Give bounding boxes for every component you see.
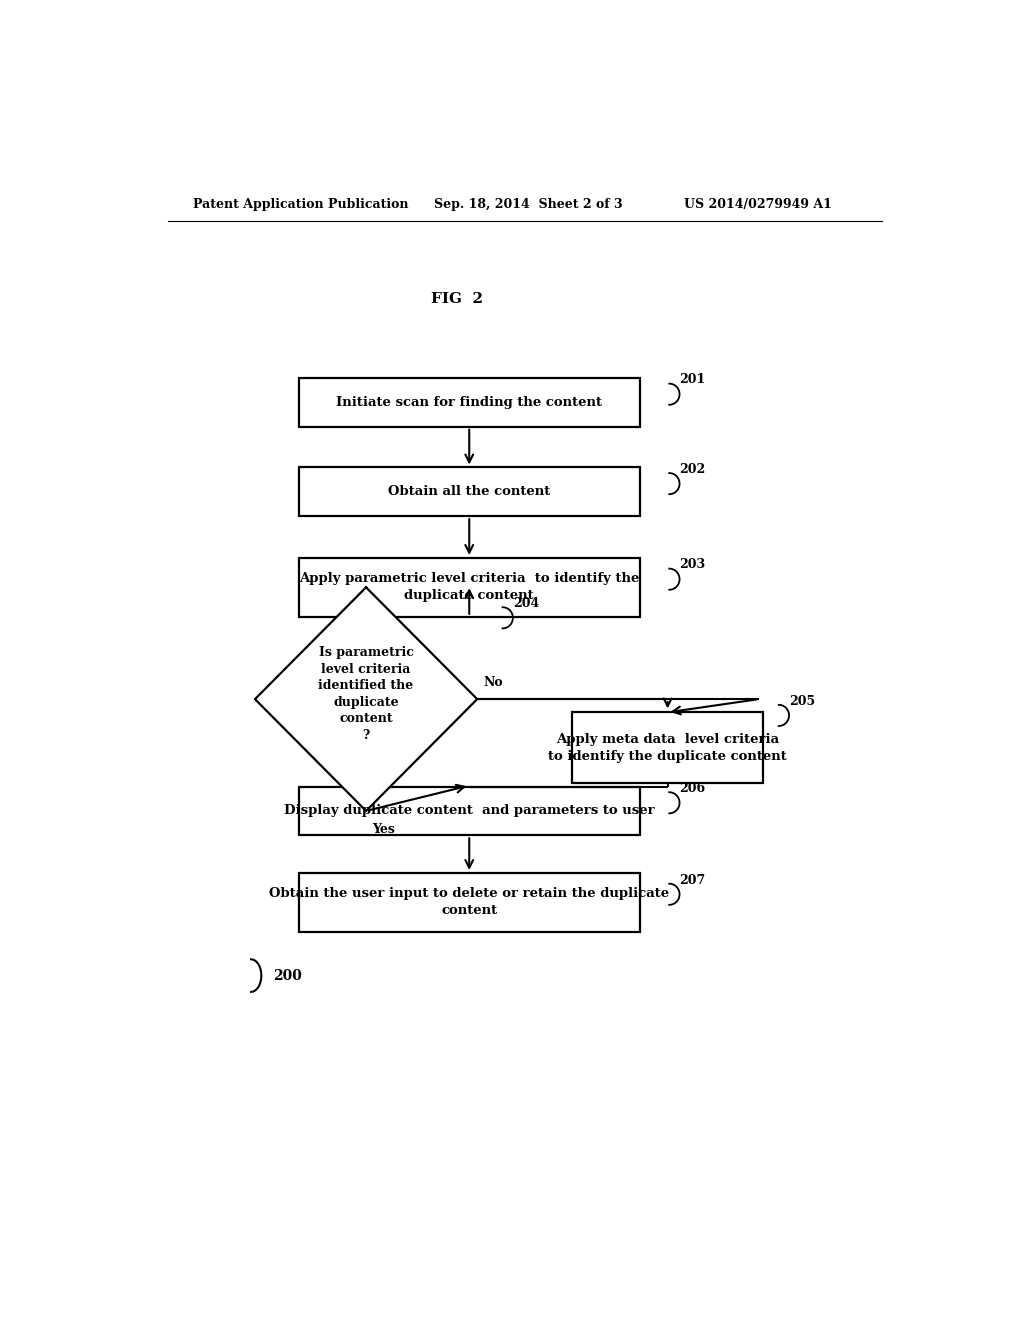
- Text: 205: 205: [790, 694, 815, 708]
- Text: Display duplicate content  and parameters to user: Display duplicate content and parameters…: [284, 804, 654, 817]
- Text: 200: 200: [273, 969, 302, 982]
- Bar: [299, 787, 640, 836]
- Text: Initiate scan for finding the content: Initiate scan for finding the content: [336, 396, 602, 409]
- Text: 202: 202: [680, 463, 706, 477]
- Text: 207: 207: [680, 874, 706, 887]
- Text: Obtain all the content: Obtain all the content: [388, 486, 550, 498]
- Text: 203: 203: [680, 558, 706, 572]
- Text: Apply parametric level criteria  to identify the
duplicate content: Apply parametric level criteria to ident…: [299, 573, 639, 602]
- Text: 201: 201: [680, 374, 706, 387]
- Text: Apply meta data  level criteria
to identify the duplicate content: Apply meta data level criteria to identi…: [548, 733, 787, 763]
- Text: Sep. 18, 2014  Sheet 2 of 3: Sep. 18, 2014 Sheet 2 of 3: [433, 198, 623, 211]
- Bar: [299, 873, 640, 932]
- Bar: [299, 558, 640, 616]
- Text: Is parametric
level criteria
identified the
duplicate
content
?: Is parametric level criteria identified …: [318, 647, 414, 742]
- Text: FIG  2: FIG 2: [431, 292, 483, 306]
- Text: 204: 204: [513, 597, 540, 610]
- Bar: [299, 467, 640, 516]
- Bar: [299, 378, 640, 426]
- Text: 206: 206: [680, 781, 706, 795]
- Polygon shape: [255, 587, 477, 810]
- Text: US 2014/0279949 A1: US 2014/0279949 A1: [684, 198, 831, 211]
- Bar: [572, 713, 763, 784]
- Text: No: No: [483, 676, 503, 689]
- Text: Patent Application Publication: Patent Application Publication: [194, 198, 409, 211]
- Text: Yes: Yes: [373, 824, 395, 836]
- Text: Obtain the user input to delete or retain the duplicate
content: Obtain the user input to delete or retai…: [269, 887, 670, 917]
